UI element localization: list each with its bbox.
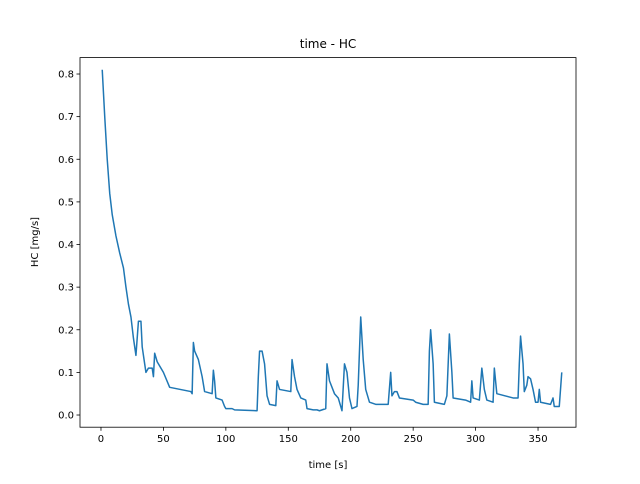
y-tick-label: 0.7 [58,112,74,123]
chart-title: time - HC [300,37,356,51]
x-tick-label: 200 [341,434,360,445]
y-tick-label: 0.8 [58,70,74,81]
y-tick-label: 0.3 [58,283,74,294]
x-tick-label: 0 [98,434,104,445]
x-axis-label: time [s] [309,460,348,471]
x-tick-label: 150 [279,434,298,445]
y-axis-label: HC [mg/s] [30,217,41,267]
x-tick-label: 350 [528,434,547,445]
y-tick-label: 0.5 [58,197,74,208]
x-tick-label: 300 [466,434,485,445]
y-tick-label: 0.2 [58,325,74,336]
y-tick-label: 0.0 [58,411,74,422]
x-tick-label: 250 [404,434,423,445]
y-tick-label: 0.4 [58,240,74,251]
data-line [101,69,563,412]
x-tick-label: 100 [216,434,235,445]
x-tick-label: 50 [157,434,170,445]
y-tick-label: 0.1 [58,368,74,379]
y-tick-label: 0.6 [58,155,74,166]
axes-frame [79,57,577,428]
